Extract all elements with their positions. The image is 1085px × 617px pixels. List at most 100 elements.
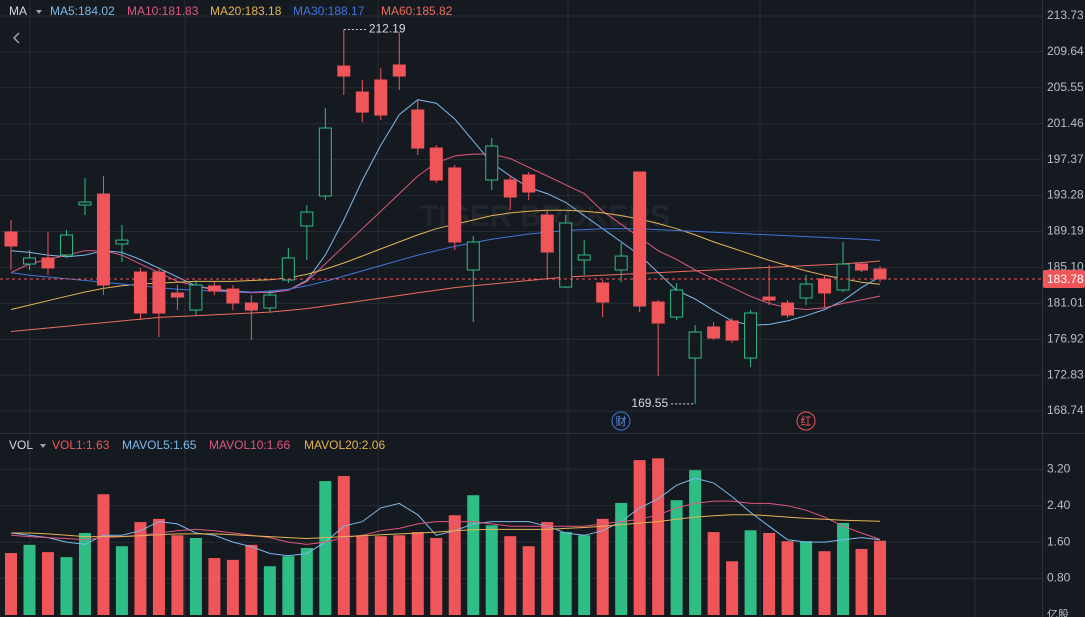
volume-bar [208, 558, 221, 615]
candle-body [429, 147, 443, 181]
volume-bar [60, 557, 73, 615]
y-tick-label: 209.64 [1047, 44, 1084, 58]
candle-body [22, 257, 36, 265]
volume-bar [596, 518, 609, 615]
volume-bar [41, 552, 54, 615]
candle-body [244, 302, 258, 311]
candle-body [189, 284, 203, 311]
legend-entry: MA5:184.02 [50, 4, 115, 18]
volume-bar [541, 522, 554, 615]
volume-bar [374, 536, 387, 615]
ma-line [10, 500, 881, 545]
volume-bar [5, 553, 17, 615]
candle-body [448, 167, 462, 243]
volume-bar [744, 530, 757, 615]
legend-entry: MAVOL10:1.66 [209, 438, 290, 452]
y-tick-label: 197.37 [1047, 152, 1084, 166]
candle-body [115, 239, 129, 245]
low-label: 169.55 [631, 396, 668, 410]
volume-bar [726, 561, 739, 615]
legend-entry: MAVOL5:1.65 [122, 438, 197, 452]
indicator-dropdown[interactable] [40, 444, 46, 448]
candle-body [170, 292, 184, 298]
volume-bar [467, 495, 480, 615]
ma-line [10, 477, 881, 557]
volume-bar [670, 500, 683, 615]
candle-body [836, 263, 850, 291]
candle-body [466, 241, 480, 271]
candle-body [411, 109, 425, 149]
y-tick-label: 2.40 [1047, 498, 1071, 512]
candle-body [337, 65, 351, 77]
candle-body [300, 211, 314, 227]
candle-body [485, 145, 499, 181]
volume-bar [615, 502, 628, 615]
volume-bar [763, 533, 776, 615]
candle-body [762, 296, 776, 301]
volume-bar [337, 476, 350, 615]
candle-body [374, 79, 388, 116]
volume-bar [633, 460, 646, 615]
volume-bar [319, 481, 332, 615]
candle-body [688, 331, 702, 359]
volume-bar [134, 522, 147, 615]
volume-bar [152, 518, 165, 615]
indicator-name[interactable]: MA [9, 4, 27, 18]
volume-bar [282, 556, 295, 615]
volume-bar [504, 536, 517, 615]
volume-bar [356, 536, 369, 615]
candle-body [873, 268, 887, 280]
candle-body [263, 294, 277, 309]
event-marker[interactable] [796, 411, 816, 431]
legend-entry: MA60:185.82 [381, 4, 453, 18]
candle-body [226, 288, 240, 304]
candle-body [355, 91, 369, 113]
volume-bar [189, 538, 202, 615]
volume-bar [578, 535, 591, 615]
volume-bar [430, 538, 443, 615]
volume-bar [800, 541, 813, 615]
indicator-name[interactable]: VOL [9, 438, 33, 452]
volume-bar [115, 546, 128, 615]
candle-body [818, 278, 832, 294]
candle-body [503, 179, 517, 198]
candle-body [207, 285, 221, 292]
candle-body [651, 301, 665, 324]
y-tick-label: 205.55 [1047, 80, 1084, 94]
candle-body [799, 283, 813, 299]
legend-entry: MA20:183.18 [210, 4, 282, 18]
candle-body [596, 282, 610, 303]
event-marker-label[interactable]: 红 [801, 415, 812, 428]
legend-entry: VOL1:1.63 [52, 438, 110, 452]
volume-bar [226, 559, 239, 615]
volume-bar [855, 548, 868, 615]
y-tick-label: 0.80 [1047, 571, 1071, 585]
volume-bar [485, 525, 498, 615]
event-marker-label[interactable]: 财 [616, 414, 627, 428]
volume-bar [559, 532, 572, 615]
ma-line [11, 514, 881, 540]
candle-body [392, 64, 406, 77]
ma-line [10, 260, 881, 332]
candle-body [59, 234, 73, 256]
y-tick-label: 176.92 [1047, 331, 1084, 345]
collapse-arrow[interactable] [12, 32, 20, 44]
indicator-dropdown[interactable] [36, 10, 42, 14]
legend-entry: MA10:181.83 [127, 4, 199, 18]
y-tick-label: 213.73 [1047, 8, 1084, 22]
volume-bar [837, 522, 850, 615]
event-marker[interactable] [611, 411, 631, 431]
candle-body [670, 289, 684, 318]
y-tick-label: 189.19 [1047, 224, 1084, 238]
volume-bar [652, 458, 665, 615]
y-tick-label: 168.74 [1047, 403, 1084, 417]
unit-label: 亿股 [1047, 608, 1069, 617]
high-label: 212.19 [369, 22, 406, 36]
y-tick-label: 3.20 [1047, 461, 1071, 475]
candle-body [41, 257, 55, 269]
volume-bar [78, 533, 91, 615]
candle-body [4, 231, 18, 247]
volume-bar [689, 470, 702, 615]
